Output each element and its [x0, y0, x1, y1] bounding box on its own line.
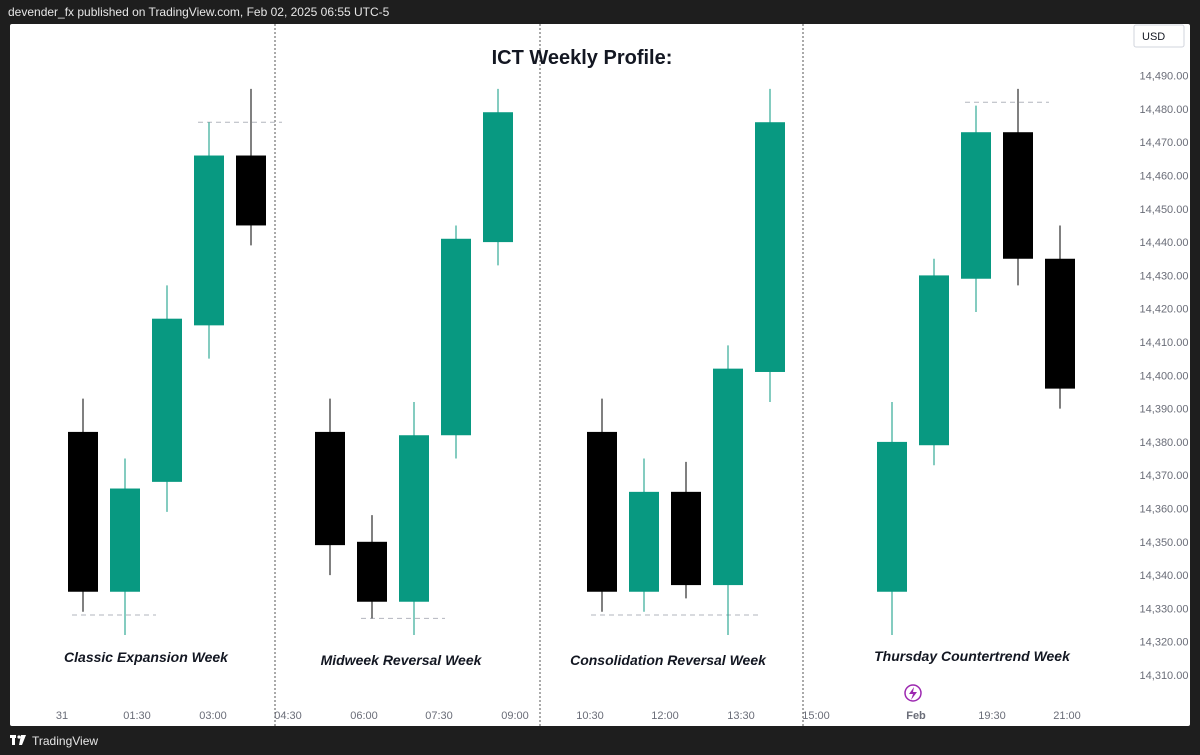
candle[interactable] [399, 401, 429, 636]
time-tick-label: 06:00 [350, 710, 378, 722]
price-tick-label: 14,360.00 [1140, 504, 1189, 516]
candle-body [441, 238, 471, 436]
time-tick-label: Feb [906, 710, 926, 722]
time-tick-label: 10:30 [576, 710, 604, 722]
price-tick-label: 14,340.00 [1140, 570, 1189, 582]
price-tick-label: 14,310.00 [1140, 670, 1189, 682]
week-label: Classic Expansion Week [64, 649, 229, 665]
candle-body [713, 368, 743, 586]
attribution-header: devender_fx published on TradingView.com… [8, 5, 390, 19]
price-tick-label: 14,420.00 [1140, 304, 1189, 316]
candle-body [315, 431, 345, 546]
lightning-icon[interactable] [904, 684, 922, 702]
footer-bar: TradingView [0, 726, 1200, 755]
candle[interactable] [877, 401, 907, 636]
candle[interactable] [587, 398, 617, 612]
price-tick-label: 14,330.00 [1140, 603, 1189, 615]
time-tick-label: 15:00 [802, 710, 830, 722]
candle[interactable] [713, 345, 743, 636]
price-tick-label: 14,480.00 [1140, 104, 1189, 116]
candle-body [755, 122, 785, 372]
price-axis: 14,310.00 14,320.00 14,330.00 14,340.00 14,3… [1140, 71, 1189, 682]
time-tick-label: 13:30 [727, 710, 755, 722]
week-separators [274, 24, 804, 726]
candle[interactable] [236, 88, 266, 246]
price-tick-label: 14,450.00 [1140, 204, 1189, 216]
time-tick-label: 21:00 [1053, 710, 1081, 722]
price-tick-label: 14,350.00 [1140, 537, 1189, 549]
guide-lines [72, 101, 1049, 619]
candle-body [961, 132, 991, 279]
candle-body [877, 441, 907, 592]
tradingview-logo-icon[interactable] [10, 734, 26, 748]
currency-badge[interactable]: USD [1133, 24, 1185, 48]
price-tick-label: 14,380.00 [1140, 437, 1189, 449]
candle[interactable] [152, 285, 182, 512]
price-tick-label: 14,430.00 [1140, 270, 1189, 282]
candle[interactable] [357, 515, 387, 619]
candle-body [110, 488, 140, 592]
candle[interactable] [68, 398, 98, 612]
candle-body [194, 155, 224, 326]
chart-panel[interactable]: Classic Expansion Week Midweek Reversal W… [10, 24, 1190, 726]
time-tick-label: 01:30 [123, 710, 151, 722]
candle-body [629, 491, 659, 592]
price-tick-label: 14,320.00 [1140, 637, 1189, 649]
candle-body [357, 541, 387, 602]
candle[interactable] [671, 461, 701, 599]
candle[interactable] [755, 88, 785, 402]
candle-body [1003, 132, 1033, 259]
footer-brand[interactable]: TradingView [32, 733, 99, 748]
candle[interactable] [441, 225, 471, 459]
candle-body [671, 491, 701, 586]
week-label: Thursday Countertrend Week [874, 648, 1071, 664]
candle-body [483, 112, 513, 243]
chart-title: ICT Weekly Profile: [492, 47, 673, 69]
candles [68, 88, 1075, 636]
price-tick-label: 14,440.00 [1140, 237, 1189, 249]
candle[interactable] [194, 122, 224, 359]
candle-body [68, 431, 98, 592]
candle[interactable] [315, 398, 345, 576]
candle[interactable] [629, 458, 659, 612]
candle[interactable] [961, 105, 991, 313]
time-tick-label: 04:30 [274, 710, 302, 722]
price-tick-label: 14,400.00 [1140, 370, 1189, 382]
week-labels: Classic Expansion Week Midweek Reversal W… [64, 648, 1071, 668]
candlestick-chart[interactable]: Classic Expansion Week Midweek Reversal W… [10, 24, 1190, 726]
time-tick-label: 31 [56, 710, 68, 722]
time-tick-label: 03:00 [199, 710, 227, 722]
price-tick-label: 14,490.00 [1140, 71, 1189, 83]
price-tick-label: 14,460.00 [1140, 171, 1189, 183]
time-tick-label: 19:30 [978, 710, 1006, 722]
candle[interactable] [483, 88, 513, 266]
candle-body [236, 155, 266, 226]
time-tick-label: 07:30 [425, 710, 453, 722]
candle[interactable] [919, 258, 949, 466]
price-tick-label: 14,390.00 [1140, 404, 1189, 416]
price-tick-label: 14,470.00 [1140, 137, 1189, 149]
time-tick-label: 12:00 [651, 710, 679, 722]
time-tick-label: 09:00 [501, 710, 529, 722]
week-label: Consolidation Reversal Week [570, 652, 767, 668]
candle-body [1045, 258, 1075, 389]
candle[interactable] [1003, 88, 1033, 286]
price-tick-label: 14,410.00 [1140, 337, 1189, 349]
candle-body [399, 435, 429, 602]
candle[interactable] [110, 458, 140, 636]
currency-label: USD [1142, 31, 1165, 43]
week-label: Midweek Reversal Week [321, 652, 483, 668]
candle-body [919, 275, 949, 446]
candle-body [587, 431, 617, 592]
candle-body [152, 318, 182, 482]
price-tick-label: 14,370.00 [1140, 470, 1189, 482]
candle[interactable] [1045, 225, 1075, 409]
time-axis: 31 01:30 03:00 04:30 06:00 07:30 09:00 10:30 12:… [56, 684, 1081, 722]
